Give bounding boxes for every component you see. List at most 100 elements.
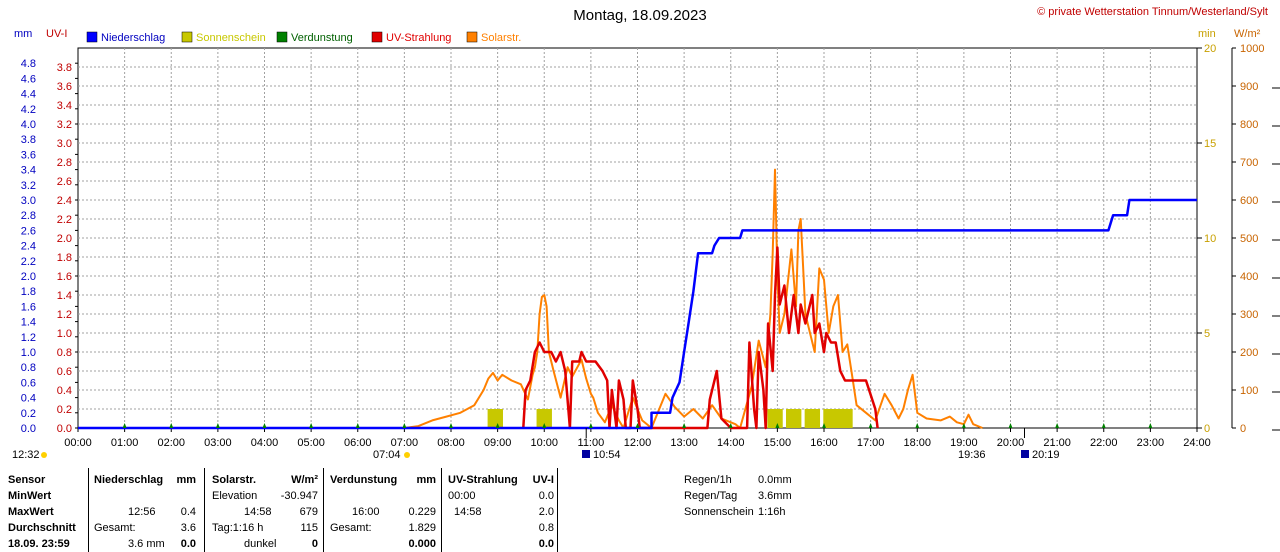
evap-marker bbox=[588, 423, 593, 428]
summary-label: Regen/1h bbox=[684, 474, 732, 486]
wm2-tick-label: 200 bbox=[1240, 347, 1258, 359]
wm2-tick-label: 600 bbox=[1240, 195, 1258, 207]
table-cell-verdunstung-value: 1.829 bbox=[408, 522, 436, 534]
x-tick-label: 13:00 bbox=[670, 437, 698, 449]
x-tick-label: 16:00 bbox=[810, 437, 838, 449]
table-cell-solar-label: dunkel bbox=[244, 538, 277, 550]
mm-tick-label: 1.2 bbox=[21, 332, 36, 344]
mm-tick-label: 4.4 bbox=[21, 89, 36, 101]
x-tick-label: 24:00 bbox=[1183, 437, 1211, 449]
evap-marker bbox=[1008, 423, 1013, 428]
evap-marker bbox=[635, 423, 640, 428]
x-tick-label: 01:00 bbox=[111, 437, 139, 449]
table-cell-solar-value: 115 bbox=[300, 522, 318, 534]
x-tick-label: 03:00 bbox=[204, 437, 232, 449]
x-tick-label: 17:00 bbox=[857, 437, 885, 449]
sunshine-bar bbox=[487, 409, 503, 428]
table-cell-uv-label: 00:00 bbox=[448, 490, 476, 502]
mm-tick-label: 3.0 bbox=[21, 195, 36, 207]
solar-series-line bbox=[404, 168, 983, 429]
x-tick-label: 07:00 bbox=[391, 437, 419, 449]
mm-tick-label: 2.0 bbox=[21, 271, 36, 283]
sun-icon bbox=[404, 452, 410, 458]
min-tick-label: 20 bbox=[1204, 43, 1216, 55]
evap-marker bbox=[915, 423, 920, 428]
sunshine-bar bbox=[804, 409, 821, 428]
wm2-tick-label: 300 bbox=[1240, 309, 1258, 321]
table-cell-solar-value: 679 bbox=[299, 506, 318, 518]
sunshine-bar bbox=[837, 409, 853, 428]
x-tick-label: 20:00 bbox=[997, 437, 1025, 449]
noon-icon bbox=[582, 450, 590, 458]
uv-tick-label: 3.0 bbox=[57, 138, 72, 150]
table-cell-uv-value: 2.0 bbox=[538, 506, 554, 518]
summary-value: 3.6mm bbox=[758, 490, 792, 502]
evap-marker bbox=[542, 423, 547, 428]
mm-tick-label: 1.8 bbox=[21, 286, 36, 298]
x-tick-label: 08:00 bbox=[437, 437, 465, 449]
table-cell-solar-value: 0 bbox=[311, 538, 318, 550]
mm-tick-label: 3.4 bbox=[21, 165, 36, 177]
min-tick-label: 5 bbox=[1204, 328, 1210, 340]
uv-tick-label: 0.0 bbox=[57, 423, 72, 435]
table-header-niederschlag: Niederschlag bbox=[94, 474, 164, 486]
table-row-label: MinWert bbox=[8, 490, 52, 502]
axes-layer: 00:00 01:00 02:00 03:00 04:00 05:00 06:00 07:00… bbox=[14, 28, 1280, 449]
x-tick-label: 21:00 bbox=[1043, 437, 1071, 449]
legend-label: Sonnenschein bbox=[196, 32, 266, 44]
wm2-tick-label: 0 bbox=[1240, 423, 1246, 435]
evap-marker bbox=[262, 423, 267, 428]
mm-tick-label: 1.4 bbox=[21, 317, 36, 329]
evap-marker bbox=[169, 423, 174, 428]
solar-noon-label: 10:54 bbox=[593, 449, 621, 461]
min-tick-label: 0 bbox=[1204, 423, 1210, 435]
x-tick-label: 11:00 bbox=[578, 437, 605, 449]
uv-tick-label: 3.8 bbox=[57, 62, 72, 74]
evap-marker bbox=[961, 423, 966, 428]
evap-marker bbox=[449, 423, 453, 428]
mm-tick-label: 2.2 bbox=[21, 256, 36, 268]
x-tick-label: 22:00 bbox=[1090, 437, 1118, 449]
x-tick-label: 18:00 bbox=[903, 437, 931, 449]
sunshine-bar bbox=[767, 409, 783, 428]
wm2-tick-label: 500 bbox=[1240, 233, 1258, 245]
table-unit-solar: W/m² bbox=[291, 474, 318, 486]
table-header-solar: Solarstr. bbox=[212, 474, 257, 486]
summary-label: Regen/Tag bbox=[684, 490, 738, 502]
uv-tick-label: 0.8 bbox=[57, 347, 72, 359]
evap-marker bbox=[215, 423, 220, 428]
mm-tick-label: 2.4 bbox=[21, 241, 36, 253]
table-cell-solar-label: Elevation bbox=[212, 490, 258, 502]
table-cell-solar-label: Tag:1:16 h bbox=[212, 522, 264, 534]
legend-swatch bbox=[371, 31, 383, 43]
table-cell-niederschlag-value: 0.0 bbox=[180, 538, 196, 550]
table-header-verdunstung: Verdunstung bbox=[330, 474, 398, 486]
uv-tick-label: 3.6 bbox=[57, 81, 72, 93]
mm-tick-label: 1.0 bbox=[21, 347, 36, 359]
table-cell-solar-label: 14:58 bbox=[244, 506, 272, 518]
wm2-tick-label: 900 bbox=[1240, 81, 1258, 93]
plot-layer bbox=[78, 168, 1197, 430]
evap-marker bbox=[1055, 423, 1060, 428]
copyright-text: © private Wetterstation Tinnum/Westerlan… bbox=[1037, 6, 1268, 18]
table-cell-uv-value: 0.8 bbox=[538, 522, 554, 534]
min-axis-label: min bbox=[1198, 28, 1216, 40]
wm2-tick-label: 1000 bbox=[1240, 43, 1264, 55]
mm-tick-label: 0.0 bbox=[21, 423, 36, 435]
min-tick-label: 10 bbox=[1204, 233, 1216, 245]
wm2-tick-label: 400 bbox=[1240, 271, 1258, 283]
legend-label: Solarstr. bbox=[481, 32, 521, 44]
mm-tick-label: 3.8 bbox=[21, 134, 36, 146]
mm-tick-label: 4.0 bbox=[21, 119, 36, 131]
table-row-label: 18.09. 23:59 bbox=[8, 538, 70, 550]
uv-tick-label: 1.2 bbox=[57, 309, 72, 321]
mm-tick-label: 0.4 bbox=[21, 393, 36, 405]
x-tick-label: 23:00 bbox=[1137, 437, 1165, 449]
table-unit-verdunstung: mm bbox=[416, 474, 436, 486]
table-row-label: Durchschnitt bbox=[8, 522, 76, 534]
uv-tick-label: 1.4 bbox=[57, 290, 72, 302]
legend-label: Verdunstung bbox=[291, 32, 353, 44]
x-tick-label: 09:00 bbox=[484, 437, 512, 449]
mm-tick-label: 2.6 bbox=[21, 225, 36, 237]
uv-tick-label: 2.2 bbox=[57, 214, 72, 226]
